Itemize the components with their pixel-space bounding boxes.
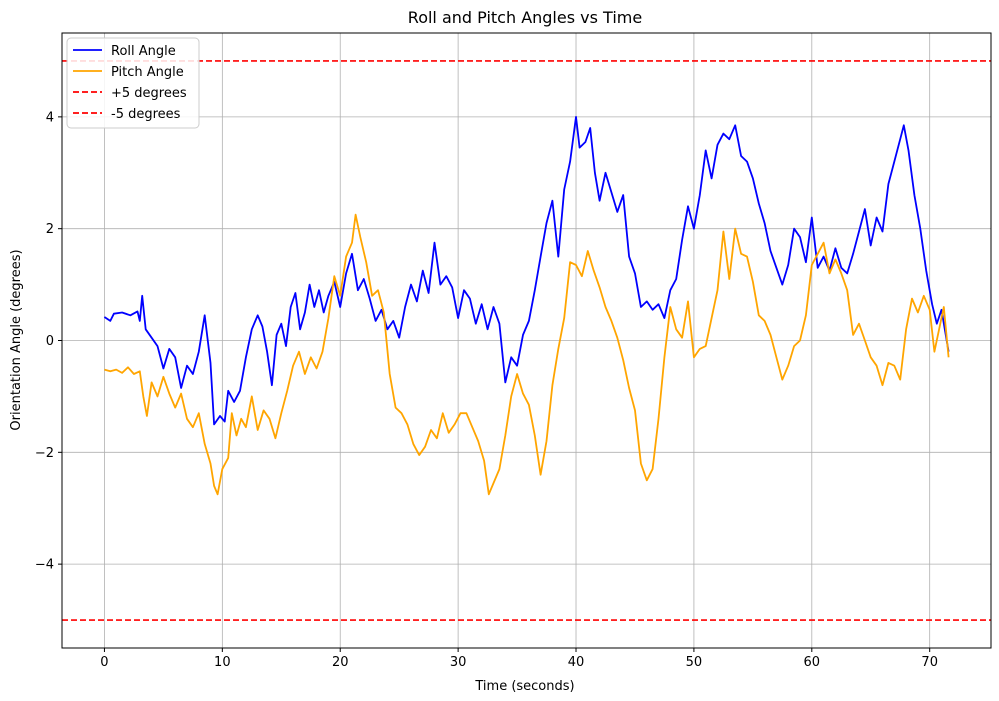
y-tick-label: 4 — [46, 110, 54, 125]
x-tick-label: 0 — [100, 655, 108, 670]
x-axis-label: Time (seconds) — [474, 679, 574, 694]
x-tick-label: 70 — [921, 655, 938, 670]
x-tick-label: 60 — [804, 655, 821, 670]
data-series — [103, 116, 950, 496]
y-axis-ticks: −4 −2 0 2 4 — [35, 110, 62, 573]
legend-label-minus5: -5 degrees — [111, 107, 181, 122]
y-tick-label: −2 — [35, 446, 54, 461]
legend-label-pitch: Pitch Angle — [111, 65, 184, 80]
x-axis-ticks: 0 10 20 30 40 50 60 70 — [100, 648, 938, 670]
chart-title: Roll and Pitch Angles vs Time — [408, 8, 642, 27]
reference-lines — [62, 60, 991, 621]
x-tick-label: 50 — [686, 655, 703, 670]
y-axis-label: Orientation Angle (degrees) — [9, 249, 24, 430]
series-pitch-angle-line — [104, 213, 950, 496]
legend-label-plus5: +5 degrees — [111, 86, 187, 101]
y-tick-label: 0 — [46, 334, 54, 349]
x-tick-label: 10 — [214, 655, 231, 670]
legend-box — [66, 37, 200, 129]
x-tick-label: 40 — [568, 655, 585, 670]
y-tick-label: 2 — [46, 222, 54, 237]
grid-lines — [62, 33, 991, 648]
y-tick-label: −4 — [35, 558, 54, 573]
series-roll-angle-line — [103, 116, 950, 426]
legend-label-roll: Roll Angle — [111, 44, 176, 59]
x-tick-label: 30 — [450, 655, 467, 670]
legend: Roll Angle Pitch Angle +5 degrees -5 deg… — [66, 37, 200, 129]
x-tick-label: 20 — [332, 655, 349, 670]
